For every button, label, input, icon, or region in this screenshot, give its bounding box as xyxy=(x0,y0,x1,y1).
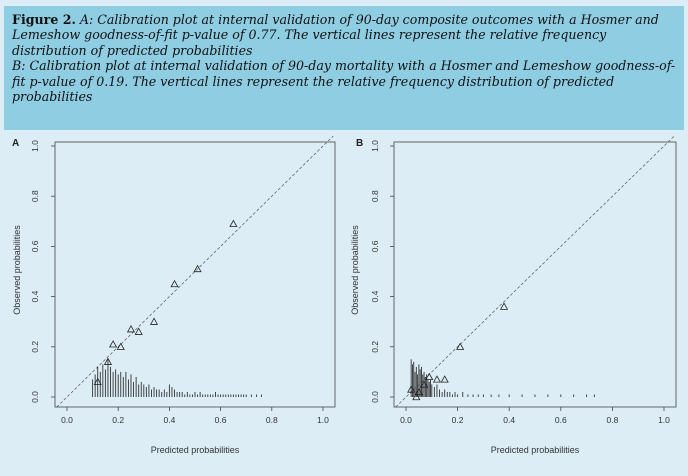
calibration-point xyxy=(419,380,429,388)
y-tick-label: 0.0 xyxy=(30,391,40,403)
panel-label-b: B xyxy=(356,138,363,149)
calibration-point xyxy=(432,375,442,383)
calibration-point xyxy=(126,325,136,333)
calibration-point xyxy=(440,375,449,383)
calibration-point xyxy=(414,387,423,396)
x-tick-label: 0.6 xyxy=(555,415,567,425)
x-tick-label: 0.4 xyxy=(503,415,515,425)
calibration-point xyxy=(193,264,202,273)
reference-diagonal-line xyxy=(56,135,334,408)
calibration-point xyxy=(134,327,143,335)
calibration-point xyxy=(425,372,434,381)
calibration-point xyxy=(170,279,179,288)
y-tick-label: 0.4 xyxy=(30,290,40,302)
calibration-point xyxy=(103,357,113,365)
calibration-plot-a: A Observed probabilities Predicted proba… xyxy=(12,135,336,455)
x-tick-label: 0.8 xyxy=(606,415,618,425)
y-tick-label: 0.2 xyxy=(30,341,40,353)
y-tick-label: 0.6 xyxy=(30,240,40,252)
x-axis-label-a: Predicted probabilities xyxy=(151,445,240,455)
x-tick-label: 0.2 xyxy=(112,415,124,425)
calibration-point xyxy=(499,302,509,310)
y-tick-label: 1.0 xyxy=(30,140,40,152)
x-tick-label: 0.0 xyxy=(61,415,73,425)
x-tick-label: 0.8 xyxy=(266,415,278,425)
y-tick-label: 0.2 xyxy=(370,341,380,353)
plot-layer-a: 0.0 0.2 0.4 0.6 0.8 1.0 0.0 0.2 0.4 0.6 0.8 1.0 xyxy=(30,135,336,425)
x-tick-label: 0.4 xyxy=(163,415,175,425)
caption-paragraph-a: Figure 2. A: Calibration plot at interna… xyxy=(12,12,676,58)
reference-diagonal-line xyxy=(395,135,675,408)
plot-layer-b: 0.0 0.2 0.4 0.6 0.8 1.0 0.0 0.2 0.4 0.6 0.8 1.0 xyxy=(370,135,677,425)
x-tick-label: 1.0 xyxy=(317,415,329,425)
caption-line-b: B: Calibration plot at internal validati… xyxy=(12,58,676,105)
calibration-plot-b: B Observed probabilities Predicted proba… xyxy=(350,135,677,455)
plots-area: A Observed probabilities Predicted proba… xyxy=(0,130,688,476)
figure-label: Figure 2. xyxy=(12,12,76,27)
plot-frame xyxy=(54,141,336,408)
y-tick-label: 0.0 xyxy=(370,391,380,403)
y-tick-label: 0.4 xyxy=(370,290,380,302)
figure-caption: Figure 2. A: Calibration plot at interna… xyxy=(4,6,684,130)
y-tick-label: 0.6 xyxy=(370,240,380,252)
calibration-point xyxy=(149,317,159,325)
calibration-point xyxy=(109,340,118,348)
calibration-point xyxy=(229,219,238,227)
x-axis-label-b: Predicted probabilities xyxy=(491,445,580,455)
y-tick-label: 0.8 xyxy=(30,190,40,202)
calibration-point xyxy=(93,377,102,386)
plot-frame xyxy=(393,141,677,408)
caption-paragraph-b: B: Calibration plot at internal validati… xyxy=(12,58,676,104)
calibration-point xyxy=(116,342,125,350)
x-tick-label: 1.0 xyxy=(658,415,670,425)
caption-line-a: A: Calibration plot at internal validati… xyxy=(12,12,659,58)
calibration-point xyxy=(456,342,465,350)
y-axis-label-a: Observed probabilities xyxy=(12,225,22,315)
calibration-point xyxy=(412,392,421,401)
x-tick-label: 0.6 xyxy=(215,415,227,425)
y-axis-label-b: Observed probabilities xyxy=(350,225,360,315)
x-tick-label: 0.0 xyxy=(400,415,412,425)
panel-label-a: A xyxy=(12,138,19,149)
calibration-point xyxy=(407,385,416,393)
y-tick-label: 0.8 xyxy=(370,190,380,202)
x-tick-label: 0.2 xyxy=(452,415,464,425)
y-tick-label: 1.0 xyxy=(370,140,380,152)
